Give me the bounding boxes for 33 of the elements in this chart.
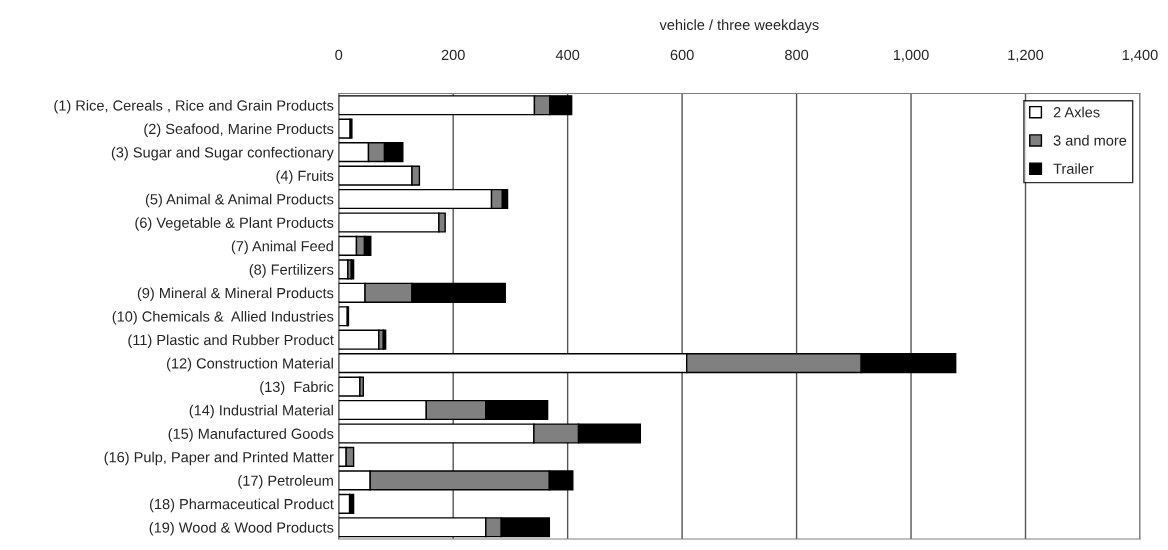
legend-label: 3 and more: [1053, 134, 1127, 146]
legend-label: Trailer: [1053, 163, 1094, 174]
y-tick-label: (16) Pulp, Paper and Printed Matter: [104, 451, 334, 466]
bar: [338, 329, 380, 350]
y-tick-label: (6) Vegetable & Plant Products: [135, 217, 334, 231]
y-tick-label: (12) Construction Material: [167, 357, 333, 372]
y-tick-label: (18) Pharmaceutical Product: [149, 498, 334, 513]
y-tick-label: (4) Fruits: [276, 170, 334, 184]
y-tick-label: (11) Plastic and Rubber Product: [128, 334, 334, 348]
x-tick-label: 1,000: [893, 49, 929, 62]
x-tick-label: 200: [441, 49, 465, 61]
y-tick-label: (10) Chemicals & Allied Industries: [112, 310, 334, 325]
x-tick-label: 1,400: [1122, 49, 1158, 62]
y-tick-label: (3) Sugar and Sugar confectionary: [111, 146, 334, 161]
x-tick-label: 1,200: [1008, 49, 1044, 62]
x-axis-title: vehicle / three weekdays: [659, 19, 819, 33]
x-tick-label: 0: [335, 49, 343, 61]
x-tick-label: 400: [555, 49, 580, 61]
y-tick-label: (1) Rice, Cereals , Rice and Grain Products: [54, 99, 334, 114]
y-tick-label: (2) Seafood, Marine Products: [144, 123, 334, 137]
legend-label: 2 Axles: [1053, 106, 1100, 118]
y-tick-label: (15) Manufactured Goods: [168, 428, 334, 442]
y-tick-label: (7) Animal Feed: [231, 240, 333, 255]
bar: [338, 376, 361, 397]
y-tick-label: (9) Mineral & Mineral Products: [137, 287, 334, 302]
y-tick-label: (13) Fabric: [260, 381, 334, 395]
y-tick-label: (19) Wood & Wood Products: [149, 521, 334, 536]
y-tick-label: (17) Petroleum: [238, 475, 333, 489]
y-tick-label: (14) Industrial Material: [189, 404, 333, 419]
x-tick-label: 800: [785, 49, 809, 61]
y-tick-label: (5) Animal & Animal Products: [145, 193, 334, 208]
y-tick-label: (8) Fertilizers: [249, 264, 334, 278]
x-tick-label: 600: [670, 49, 694, 61]
